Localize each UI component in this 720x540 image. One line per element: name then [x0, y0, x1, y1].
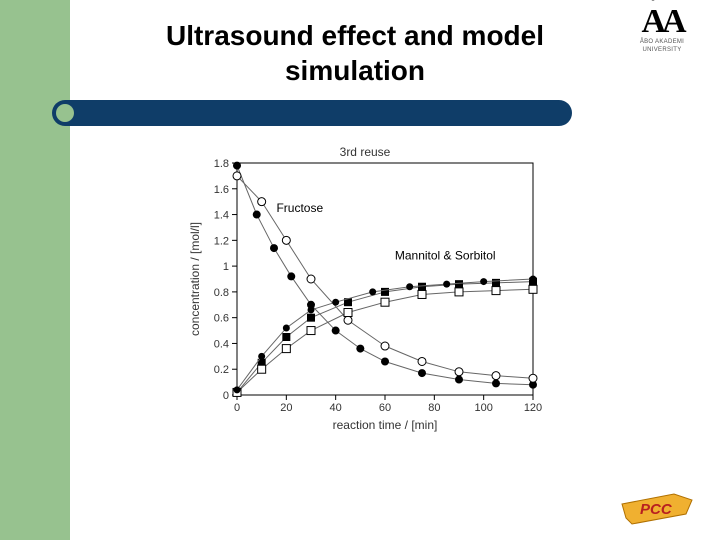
abo-akademi-logo: AA ÅBO AKADEMI UNIVERSITY: [622, 8, 702, 54]
marker-product-filled-square: [282, 333, 290, 341]
y-tick-label: 0.6: [214, 313, 229, 325]
marker-product-open-square: [344, 309, 352, 317]
marker-product-filled-circle2: [234, 386, 241, 393]
marker-product-filled-circle2: [369, 288, 376, 295]
marker-product-filled-circle2: [258, 353, 265, 360]
marker-fructose-open: [282, 236, 290, 244]
marker-product-filled-circle2: [283, 324, 290, 331]
marker-fructose-filled: [287, 272, 295, 280]
marker-fructose-open: [529, 374, 537, 382]
marker-product-filled-square: [307, 314, 315, 322]
marker-fructose-open: [492, 372, 500, 380]
x-tick-label: 60: [379, 402, 391, 414]
marker-fructose-filled: [253, 211, 261, 219]
header: Ultrasound effect and model simulation: [70, 0, 600, 98]
marker-product-filled-circle2: [308, 306, 315, 313]
marker-product-open-square: [455, 288, 463, 296]
y-tick-label: 1.4: [214, 210, 229, 222]
marker-fructose-open: [233, 172, 241, 180]
marker-fructose-filled: [381, 357, 389, 365]
x-tick-label: 80: [428, 402, 440, 414]
marker-fructose-open: [381, 342, 389, 350]
chart-annotation: Fructose: [276, 201, 323, 215]
marker-product-filled-square: [455, 280, 463, 288]
marker-product-filled-square: [492, 279, 500, 287]
marker-product-open-square: [258, 365, 266, 373]
y-tick-label: 0.8: [214, 287, 229, 299]
marker-product-filled-circle2: [332, 299, 339, 306]
series-line-fructose-filled: [237, 166, 533, 385]
marker-fructose-open: [344, 316, 352, 324]
title-bullet: [56, 104, 74, 122]
pcc-logo: PCC: [620, 492, 694, 526]
y-tick-label: 0.2: [214, 364, 229, 376]
y-axis-label: concentration / [mol/l]: [188, 222, 202, 336]
marker-product-filled-circle2: [406, 283, 413, 290]
chart-container: 3rd reuse 0 20 40 60 80 100 120 0 0.2 0.4 0.6 0.8 1 1…: [185, 145, 545, 435]
slide-title: Ultrasound effect and model simulation: [70, 0, 600, 98]
x-tick-label: 120: [524, 402, 542, 414]
marker-fructose-open: [455, 368, 463, 376]
x-tick-label: 0: [234, 402, 240, 414]
x-tick-label: 100: [474, 402, 492, 414]
marker-fructose-filled: [270, 244, 278, 252]
chart-title: 3rd reuse: [185, 145, 545, 159]
y-tick-label: 1: [223, 261, 229, 273]
marker-product-open-square: [529, 285, 537, 293]
y-tick-label: 1.2: [214, 235, 229, 247]
marker-fructose-filled: [492, 379, 500, 387]
marker-fructose-open: [307, 275, 315, 283]
y-tick-label: 0.4: [214, 338, 229, 350]
x-tick-label: 40: [330, 402, 342, 414]
marker-product-open-square: [492, 287, 500, 295]
marker-product-open-square: [282, 345, 290, 353]
logo-line2: UNIVERSITY: [622, 47, 702, 54]
marker-product-filled-square: [418, 283, 426, 291]
y-tick-label: 0: [223, 390, 229, 402]
marker-product-filled-circle2: [480, 278, 487, 285]
marker-fructose-open: [418, 357, 426, 365]
y-tick-label: 1.6: [214, 184, 229, 196]
marker-fructose-filled: [233, 162, 241, 170]
title-underline-bar: [52, 100, 572, 126]
marker-product-filled-circle2: [530, 276, 537, 283]
x-tick-label: 20: [280, 402, 292, 414]
marker-product-filled-circle2: [443, 281, 450, 288]
marker-product-open-square: [381, 298, 389, 306]
left-accent-band: [0, 0, 70, 540]
marker-product-open-square: [307, 327, 315, 335]
pcc-logo-text: PCC: [640, 501, 673, 518]
marker-fructose-filled: [332, 327, 340, 335]
x-axis-label: reaction time / [min]: [333, 418, 438, 432]
y-tick-label: 1.8: [214, 158, 229, 170]
chart-svg: 0 20 40 60 80 100 120 0 0.2 0.4 0.6 0.8 1 1.2 1.4 1.6 1.…: [185, 145, 545, 435]
marker-fructose-filled: [418, 369, 426, 377]
logo-line1: ÅBO AKADEMI: [622, 39, 702, 46]
marker-product-filled-square: [381, 288, 389, 296]
marker-fructose-open: [258, 198, 266, 206]
marker-fructose-filled: [455, 376, 463, 384]
marker-fructose-filled: [356, 345, 364, 353]
chart-annotation: Mannitol & Sorbitol: [395, 249, 496, 263]
marker-product-open-square: [418, 290, 426, 298]
